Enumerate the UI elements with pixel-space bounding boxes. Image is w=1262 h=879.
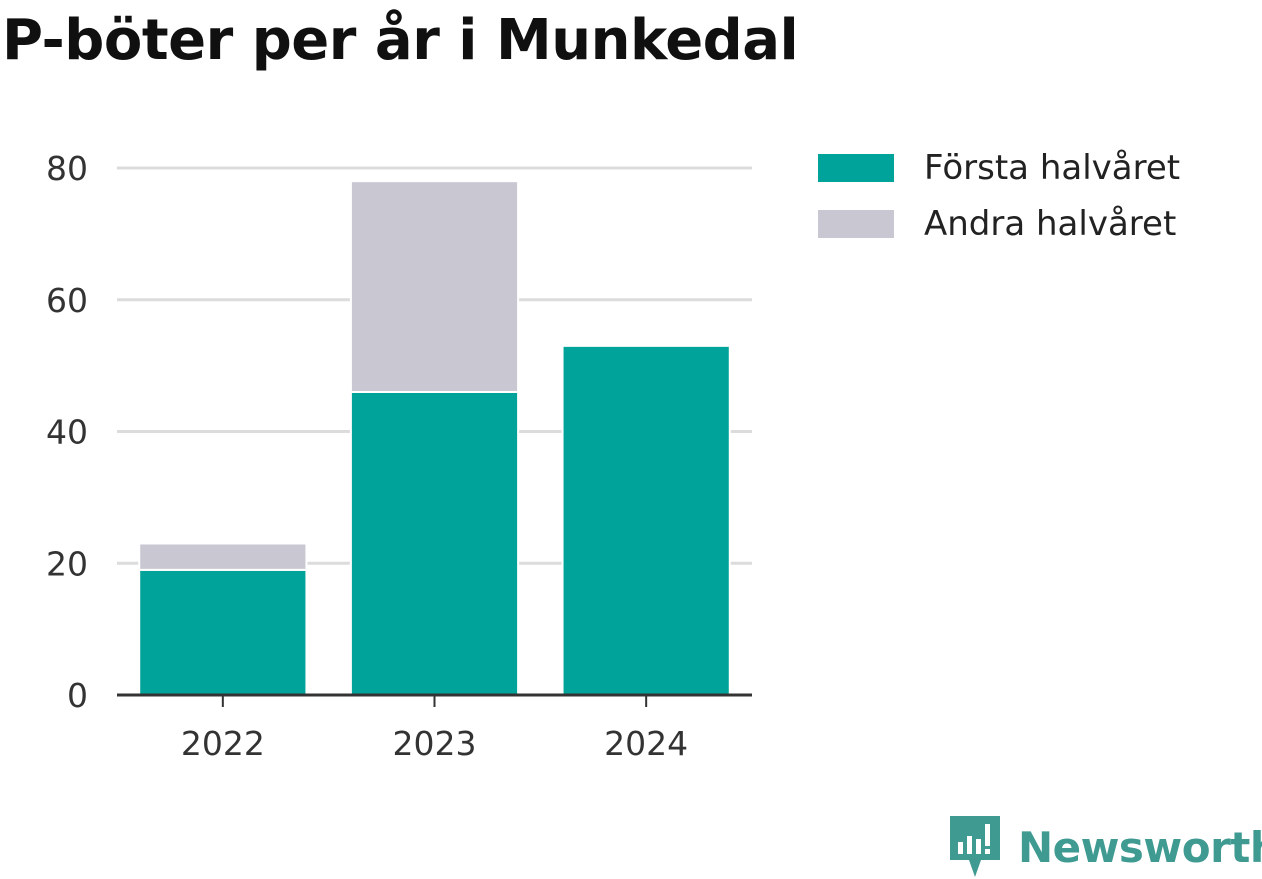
newsworthy-logo-icon — [950, 816, 1000, 877]
x-tick-label: 2024 — [604, 724, 688, 763]
y-tick-label: 0 — [67, 676, 88, 715]
bars — [138, 180, 731, 697]
legend-label-second-half: Andra halvåret — [924, 204, 1177, 244]
y-tick-label: 60 — [46, 281, 88, 320]
bar-2024-series-1 — [561, 344, 731, 696]
y-tick-label: 80 — [46, 149, 88, 188]
brand-logo: Newsworthy — [950, 816, 1262, 878]
chart-title: P-böter per år i Munkedal — [2, 8, 799, 73]
y-tick-label: 40 — [46, 413, 88, 452]
bar-2022-series-2 — [138, 542, 308, 571]
brand-name: Newsworthy — [1018, 822, 1262, 872]
x-tick-label: 2022 — [181, 724, 265, 763]
legend-swatch-second-half — [818, 210, 894, 238]
x-tick-label: 2023 — [393, 724, 477, 763]
bar-2023-series-1 — [349, 390, 520, 696]
y-tick-label: 20 — [46, 544, 88, 583]
bar-2023-series-2 — [349, 180, 520, 393]
bar-2022-series-1 — [138, 568, 308, 697]
legend-item-second-half: Andra halvåret — [818, 196, 1180, 252]
legend: Första halvåret Andra halvåret — [818, 140, 1180, 252]
axes: 0 20 40 60 80 2022 2023 2024 — [46, 149, 752, 763]
legend-item-first-half: Första halvåret — [818, 140, 1180, 196]
legend-swatch-first-half — [818, 154, 894, 182]
legend-label-first-half: Första halvåret — [924, 148, 1181, 188]
